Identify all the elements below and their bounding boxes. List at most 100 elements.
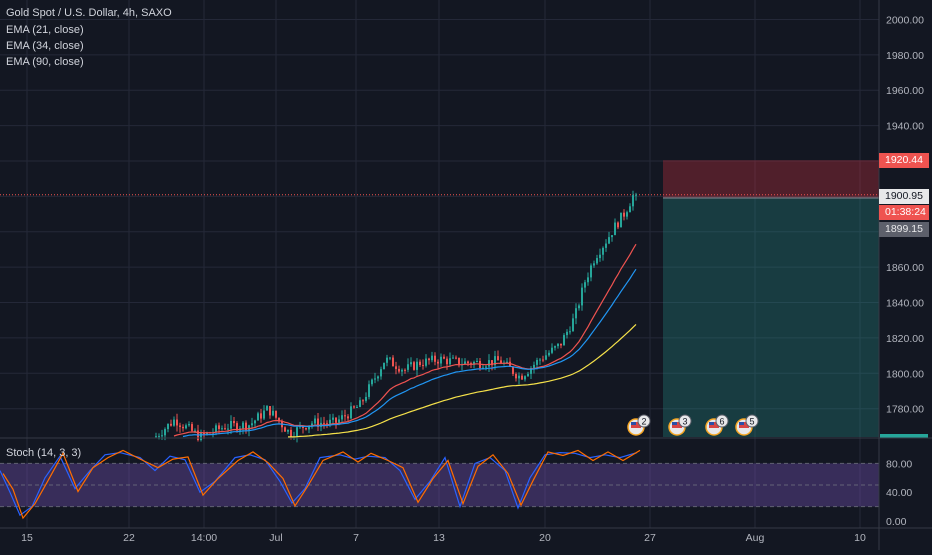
candle-body[interactable]: [497, 356, 499, 361]
candle-body[interactable]: [284, 427, 286, 432]
candle-body[interactable]: [560, 343, 562, 346]
candle-body[interactable]: [356, 406, 358, 408]
candle-body[interactable]: [191, 424, 193, 431]
candle-body[interactable]: [221, 428, 223, 430]
candle-body[interactable]: [395, 366, 397, 369]
candle-body[interactable]: [296, 427, 298, 437]
candle-body[interactable]: [533, 364, 535, 369]
candle-body[interactable]: [491, 360, 493, 366]
candle-body[interactable]: [323, 422, 325, 424]
candle-body[interactable]: [452, 357, 454, 359]
candle-body[interactable]: [206, 432, 208, 435]
candle-body[interactable]: [407, 364, 409, 370]
candle-body[interactable]: [290, 429, 292, 438]
candle-body[interactable]: [278, 417, 280, 422]
candle-body[interactable]: [476, 360, 478, 362]
candles[interactable]: [155, 190, 637, 443]
candle-body[interactable]: [536, 359, 538, 365]
candle-body[interactable]: [572, 318, 574, 332]
candle-body[interactable]: [185, 425, 187, 429]
candle-body[interactable]: [362, 400, 364, 402]
candle-body[interactable]: [176, 419, 178, 426]
event-flag[interactable]: 6: [705, 414, 729, 436]
candle-body[interactable]: [458, 357, 460, 366]
candle-body[interactable]: [377, 376, 379, 379]
candle-body[interactable]: [629, 206, 631, 213]
candle-body[interactable]: [266, 406, 268, 411]
candle-body[interactable]: [305, 428, 307, 430]
candle-body[interactable]: [341, 415, 343, 420]
ema-34-legend[interactable]: EMA (34, close): [6, 40, 84, 52]
ema-90-legend[interactable]: EMA (90, close): [6, 56, 84, 68]
candle-body[interactable]: [482, 367, 484, 369]
candle-body[interactable]: [359, 400, 361, 407]
candle-body[interactable]: [512, 366, 514, 374]
candle-body[interactable]: [440, 356, 442, 364]
candle-body[interactable]: [275, 410, 277, 418]
candle-body[interactable]: [245, 422, 247, 431]
candle-body[interactable]: [251, 423, 253, 426]
candle-body[interactable]: [542, 359, 544, 361]
candle-body[interactable]: [227, 428, 229, 430]
candle-body[interactable]: [569, 331, 571, 333]
candle-body[interactable]: [584, 282, 586, 288]
candle-body[interactable]: [224, 428, 226, 430]
event-flag[interactable]: 5: [735, 414, 759, 436]
candle-body[interactable]: [434, 355, 436, 362]
candle-body[interactable]: [563, 335, 565, 346]
candle-body[interactable]: [419, 361, 421, 366]
candle-body[interactable]: [518, 375, 520, 379]
candle-body[interactable]: [530, 368, 532, 374]
candle-body[interactable]: [635, 194, 637, 196]
candle-body[interactable]: [626, 212, 628, 217]
candle-body[interactable]: [521, 375, 523, 380]
candle-body[interactable]: [164, 429, 166, 436]
candle-body[interactable]: [581, 287, 583, 306]
candle-body[interactable]: [386, 357, 388, 363]
candle-body[interactable]: [551, 347, 553, 353]
candle-body[interactable]: [485, 366, 487, 368]
candle-body[interactable]: [506, 361, 508, 363]
candle-body[interactable]: [410, 362, 412, 365]
candle-body[interactable]: [587, 277, 589, 283]
candle-body[interactable]: [413, 362, 415, 370]
candle-body[interactable]: [317, 418, 319, 427]
candle-body[interactable]: [263, 410, 265, 419]
candle-body[interactable]: [611, 235, 613, 238]
candle-body[interactable]: [365, 396, 367, 401]
candle-body[interactable]: [467, 361, 469, 364]
candle-body[interactable]: [308, 425, 310, 430]
candle-body[interactable]: [371, 379, 373, 385]
candle-body[interactable]: [353, 406, 355, 408]
candle-body[interactable]: [548, 352, 550, 356]
candle-body[interactable]: [344, 415, 346, 417]
event-flag[interactable]: 3: [668, 414, 692, 436]
candle-body[interactable]: [269, 406, 271, 416]
candle-body[interactable]: [218, 425, 220, 429]
candle-body[interactable]: [437, 361, 439, 364]
candle-body[interactable]: [287, 429, 289, 432]
candle-body[interactable]: [545, 355, 547, 360]
stoch-legend[interactable]: Stoch (14, 3, 3): [6, 447, 82, 459]
candle-body[interactable]: [380, 369, 382, 377]
candle-body[interactable]: [557, 343, 559, 347]
candle-body[interactable]: [515, 373, 517, 379]
candle-body[interactable]: [158, 436, 160, 438]
candle-body[interactable]: [398, 368, 400, 372]
candle-body[interactable]: [602, 247, 604, 255]
candle-body[interactable]: [554, 346, 556, 348]
candle-body[interactable]: [347, 416, 349, 419]
candle-body[interactable]: [608, 237, 610, 244]
candle-body[interactable]: [590, 265, 592, 278]
candle-body[interactable]: [593, 263, 595, 266]
candle-body[interactable]: [605, 243, 607, 248]
candle-body[interactable]: [257, 413, 259, 421]
candle-body[interactable]: [248, 425, 250, 431]
candle-body[interactable]: [566, 331, 568, 336]
candle-body[interactable]: [173, 419, 175, 426]
candle-body[interactable]: [329, 419, 331, 424]
candle-body[interactable]: [422, 365, 424, 367]
candle-body[interactable]: [425, 358, 427, 366]
candle-body[interactable]: [443, 356, 445, 359]
